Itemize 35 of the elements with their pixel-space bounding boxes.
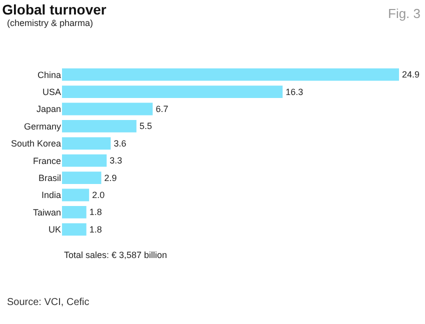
bar: [62, 68, 399, 81]
y-tick-label: South Korea: [10, 138, 61, 149]
bar: [62, 86, 283, 98]
y-tick-label: USA: [42, 86, 61, 97]
y-tick-label: Taiwan: [32, 207, 61, 218]
data-label: 24.9: [402, 70, 420, 80]
data-label: 16.3: [286, 86, 304, 97]
chart-subtitle: (chemistry & pharma): [7, 18, 94, 28]
y-tick-label: China: [37, 70, 61, 80]
data-label: 6.7: [156, 104, 168, 114]
data-label: 2.9: [104, 172, 117, 183]
y-tick-label: Germany: [24, 121, 62, 132]
source-note: Source: VCI, Cefic: [7, 297, 90, 308]
bar: [62, 223, 86, 236]
text: Total sales: € 3,587 billion: [64, 250, 168, 260]
data-label: 2.0: [92, 190, 105, 200]
y-tick-label: UK: [48, 224, 61, 235]
bar: [62, 188, 90, 202]
data-label: 3.6: [114, 138, 126, 148]
data-label: 1.8: [89, 207, 102, 218]
data-label: 3.3: [110, 156, 122, 166]
y-tick-label: Brasil: [38, 172, 61, 183]
bar: [62, 102, 153, 116]
caption: Fig. 3: [388, 6, 421, 21]
bar: [62, 137, 111, 150]
chart-title: Global turnover: [2, 2, 107, 18]
data-label: 1.8: [89, 224, 102, 234]
y-tick-label: France: [32, 156, 61, 166]
bar: [62, 120, 136, 132]
bar: [62, 154, 107, 167]
y-tick-label: India: [41, 190, 61, 200]
bar: [62, 172, 102, 184]
bar: [62, 206, 86, 218]
y-tick-label: Japan: [36, 104, 61, 114]
data-label: 5.5: [139, 121, 152, 132]
